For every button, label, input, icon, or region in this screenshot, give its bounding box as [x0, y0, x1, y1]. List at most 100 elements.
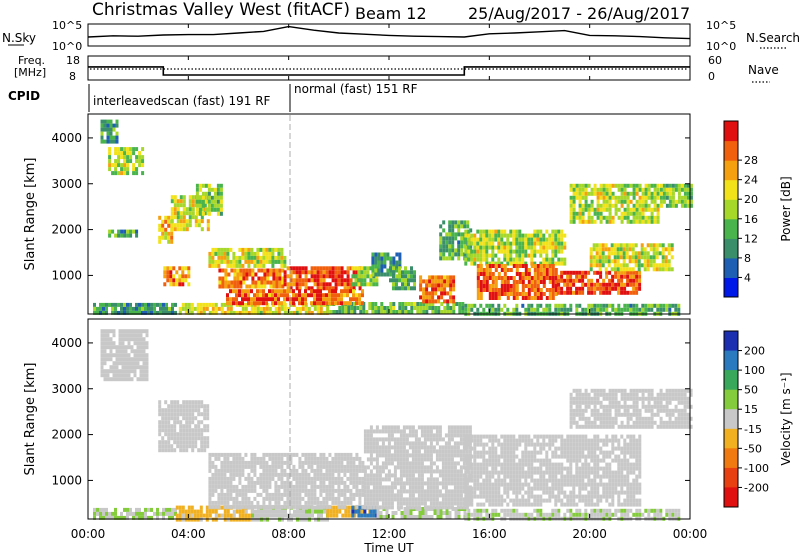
heatmap-cell [354, 282, 358, 287]
heatmap-cell [647, 215, 651, 220]
heatmap-cell [623, 183, 627, 188]
heatmap-cell [578, 278, 582, 283]
heatmap-cell [620, 195, 624, 200]
heatmap-cell [366, 429, 370, 434]
heatmap-cell [389, 306, 393, 310]
heatmap-cell [631, 259, 635, 264]
heatmap-cell [103, 337, 107, 342]
heatmap-cell [307, 460, 311, 465]
heatmap-cell [265, 251, 269, 256]
heatmap-cell [197, 412, 201, 417]
heatmap-cell [259, 460, 263, 465]
heatmap-cell [589, 255, 593, 260]
heatmap-cell [120, 233, 124, 238]
heatmap-cell [278, 513, 281, 518]
heatmap-cell [287, 517, 290, 522]
heatmap-cell [398, 256, 402, 261]
heatmap-cell [269, 284, 273, 289]
heatmap-cell [408, 425, 412, 430]
heatmap-cell [560, 274, 564, 279]
heatmap-cell [317, 509, 320, 514]
heatmap-cell [635, 270, 639, 275]
heatmap-cell [226, 460, 230, 465]
heatmap-cell [195, 211, 199, 216]
heatmap-cell [331, 270, 335, 275]
heatmap-cell [387, 497, 391, 502]
heatmap-cell [482, 284, 486, 288]
heatmap-cell [271, 293, 274, 298]
heatmap-cell [182, 223, 186, 228]
heatmap-cell [456, 453, 460, 458]
heatmap-cell [375, 505, 379, 510]
heatmap-cell [331, 289, 334, 294]
heatmap-cell [476, 502, 480, 507]
heatmap-cell [210, 199, 214, 204]
heatmap-cell [256, 500, 260, 505]
heatmap-cell [476, 442, 480, 447]
heatmap-cell [118, 353, 122, 358]
heatmap-cell [254, 517, 257, 522]
heatmap-cell [206, 227, 210, 232]
heatmap-cell [313, 301, 316, 306]
heatmap-cell [548, 303, 552, 308]
heatmap-cell [604, 255, 608, 260]
heatmap-cell [268, 310, 272, 315]
heatmap-cell [337, 504, 341, 509]
heatmap-cell [396, 501, 400, 506]
heatmap-cell [503, 276, 507, 280]
heatmap-cell [655, 267, 659, 272]
heatmap-cell [548, 307, 552, 312]
heatmap-cell [381, 449, 385, 454]
heatmap-cell [217, 251, 221, 256]
heatmap-cell [396, 481, 400, 486]
heatmap-cell [274, 456, 278, 461]
heatmap-cell [328, 282, 332, 287]
heatmap-cell [129, 159, 133, 164]
heatmap-cell [459, 425, 463, 430]
heatmap-cell [150, 302, 153, 307]
heatmap-cell [466, 224, 470, 229]
heatmap-cell [575, 183, 579, 188]
heatmap-cell [316, 310, 320, 315]
heatmap-cell [211, 500, 215, 505]
heatmap-cell [205, 509, 209, 514]
heatmap-cell [338, 306, 342, 310]
heatmap-cell [438, 425, 442, 430]
heatmap-cell [352, 472, 356, 477]
heatmap-cell [665, 512, 669, 517]
heatmap-cell [111, 171, 115, 176]
heatmap-cell [563, 512, 567, 517]
heatmap-cell [393, 457, 397, 462]
heatmap-cell [545, 268, 549, 272]
heatmap-cell [158, 223, 162, 228]
heatmap-cell [473, 512, 477, 517]
heatmap-cell [274, 492, 278, 497]
heatmap-cell [352, 456, 356, 461]
heatmap-cell [384, 501, 388, 506]
heatmap-cell [479, 303, 483, 308]
heatmap-cell [608, 215, 612, 220]
heatmap-cell [194, 408, 198, 413]
heatmap-cell [179, 211, 183, 216]
heatmap-cell [677, 307, 681, 312]
heatmap-cell [322, 286, 326, 291]
heatmap-cell [174, 507, 177, 512]
heatmap-cell [476, 450, 480, 455]
heatmap-cell [518, 257, 522, 262]
heatmap-cell [182, 424, 186, 429]
heatmap-cell [126, 310, 129, 315]
heatmap-cell [277, 496, 281, 501]
heatmap-cell [304, 492, 308, 497]
heatmap-cell [363, 497, 367, 502]
heatmap-cell [512, 508, 516, 513]
heatmap-cell [133, 361, 137, 366]
heatmap-cell [437, 295, 441, 300]
heatmap-cell [262, 500, 266, 505]
heatmap-cell [268, 464, 272, 469]
heatmap-cell [170, 424, 174, 429]
heatmap-cell [351, 282, 355, 287]
heatmap-cell [161, 444, 165, 449]
heatmap-cell [343, 488, 347, 493]
heatmap-cell [563, 245, 567, 250]
heatmap-cell [593, 303, 597, 308]
